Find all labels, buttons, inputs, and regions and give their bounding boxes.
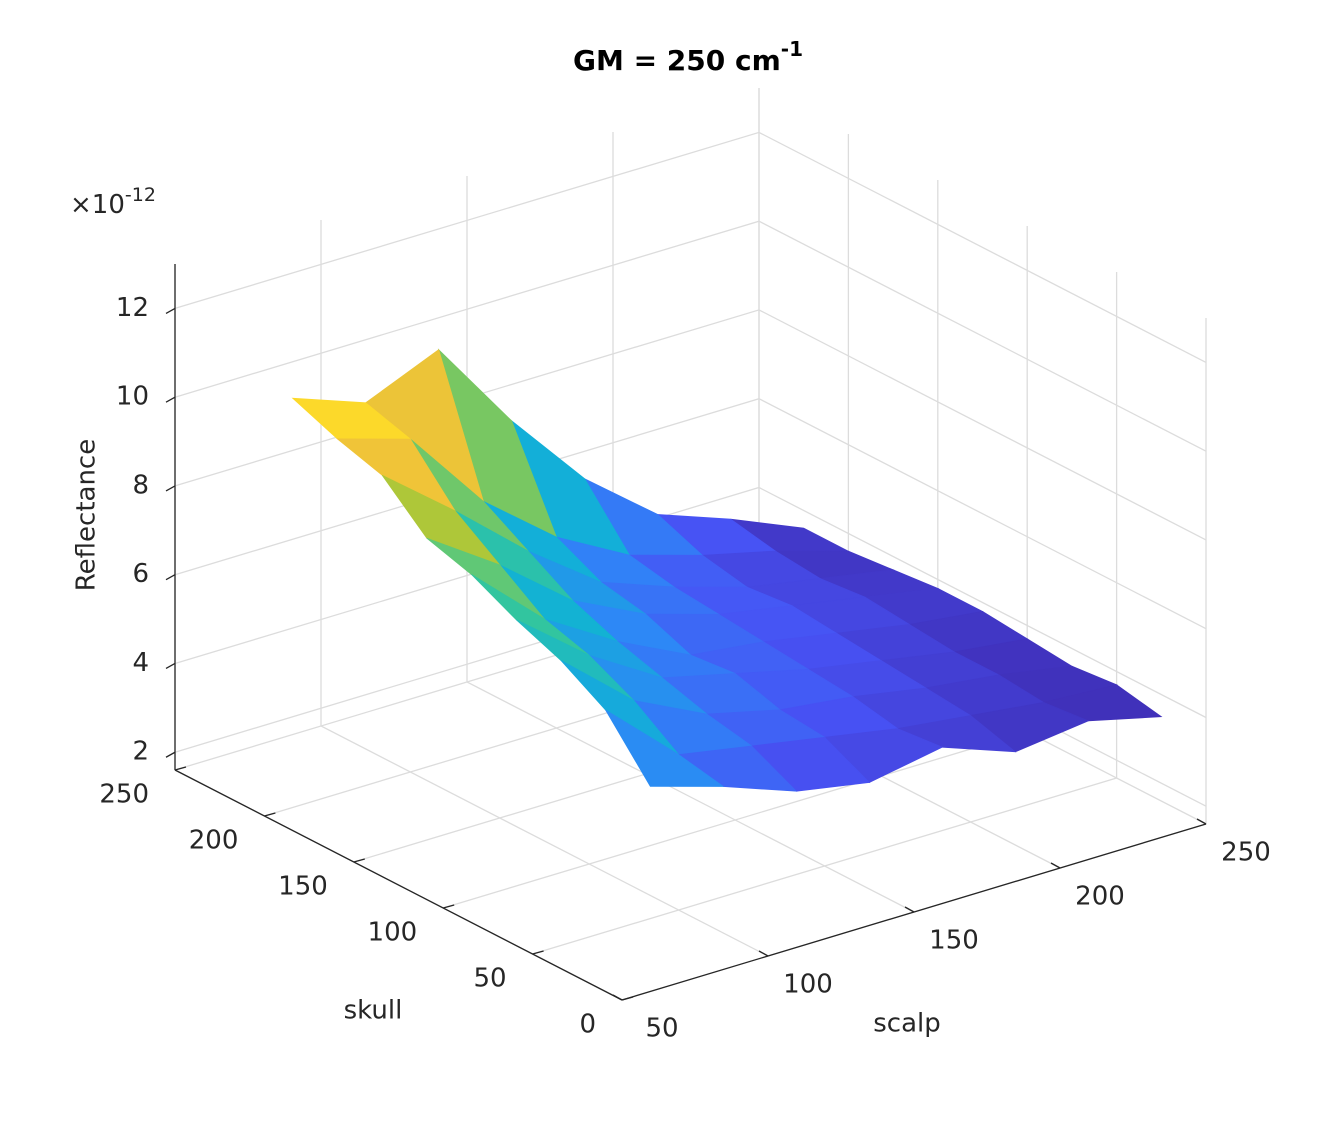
z-tick bbox=[165, 485, 176, 492]
z-multiplier-base: ×10 bbox=[70, 190, 125, 220]
z-tick bbox=[165, 662, 176, 670]
y-tick-label: 50 bbox=[474, 964, 507, 994]
z-axis-label: Reflectance bbox=[72, 439, 102, 591]
x-tick bbox=[1050, 862, 1061, 869]
y-tick-label: 150 bbox=[278, 872, 328, 902]
x-tick-label: 100 bbox=[783, 970, 833, 1000]
title-main: GM = 250 cm bbox=[573, 44, 781, 77]
z-tick-label: 4 bbox=[132, 648, 149, 678]
x-tick bbox=[1196, 818, 1207, 825]
y-tick bbox=[264, 812, 276, 817]
z-multiplier-exponent: -12 bbox=[125, 184, 156, 206]
z-multiplier: ×10-12 bbox=[70, 184, 156, 220]
y-tick bbox=[443, 904, 455, 909]
z-tick bbox=[165, 751, 176, 758]
y-tick-label: 100 bbox=[368, 918, 418, 948]
x-tick-label: 250 bbox=[1221, 838, 1271, 868]
grid-line bbox=[174, 486, 1207, 719]
y-axis-label: skull bbox=[344, 996, 403, 1026]
axes-layer: 50 100 150 200 250 0 50 100 150 200 250 2 4 6 8 10 12 bbox=[99, 264, 1271, 1044]
x-axis-label: scalp bbox=[873, 1009, 941, 1039]
z-tick bbox=[165, 574, 176, 581]
grid-line bbox=[532, 272, 1118, 955]
x-tick-label: 150 bbox=[929, 926, 979, 956]
y-axis-line bbox=[174, 769, 623, 1001]
x-tick-label: 200 bbox=[1075, 882, 1125, 912]
z-tick-label: 8 bbox=[132, 470, 149, 500]
x-tick bbox=[612, 994, 623, 1001]
title-superscript: -1 bbox=[781, 37, 803, 61]
y-tick-label: 0 bbox=[579, 1010, 596, 1040]
y-tick bbox=[532, 950, 544, 955]
x-tick-label: 50 bbox=[645, 1014, 678, 1044]
y-tick-label: 250 bbox=[99, 780, 149, 810]
surface-layer bbox=[291, 348, 1163, 792]
z-tick-label: 12 bbox=[116, 293, 149, 323]
z-tick-label: 10 bbox=[116, 382, 149, 412]
x-tick bbox=[758, 950, 769, 957]
x-tick bbox=[904, 906, 915, 913]
z-tick-label: 2 bbox=[132, 737, 149, 767]
z-tick bbox=[165, 307, 176, 314]
y-tick bbox=[621, 996, 634, 1001]
y-tick bbox=[353, 858, 365, 863]
grid-line bbox=[174, 131, 1207, 363]
y-tick bbox=[174, 766, 187, 771]
y-tick-label: 200 bbox=[189, 826, 239, 856]
surface-face bbox=[605, 709, 725, 787]
z-tick bbox=[165, 396, 176, 403]
grid-line bbox=[174, 220, 1207, 452]
z-tick-label: 6 bbox=[132, 559, 149, 589]
chart-title: GM = 250 cm-1 bbox=[573, 37, 803, 78]
grid-line bbox=[174, 398, 1207, 630]
